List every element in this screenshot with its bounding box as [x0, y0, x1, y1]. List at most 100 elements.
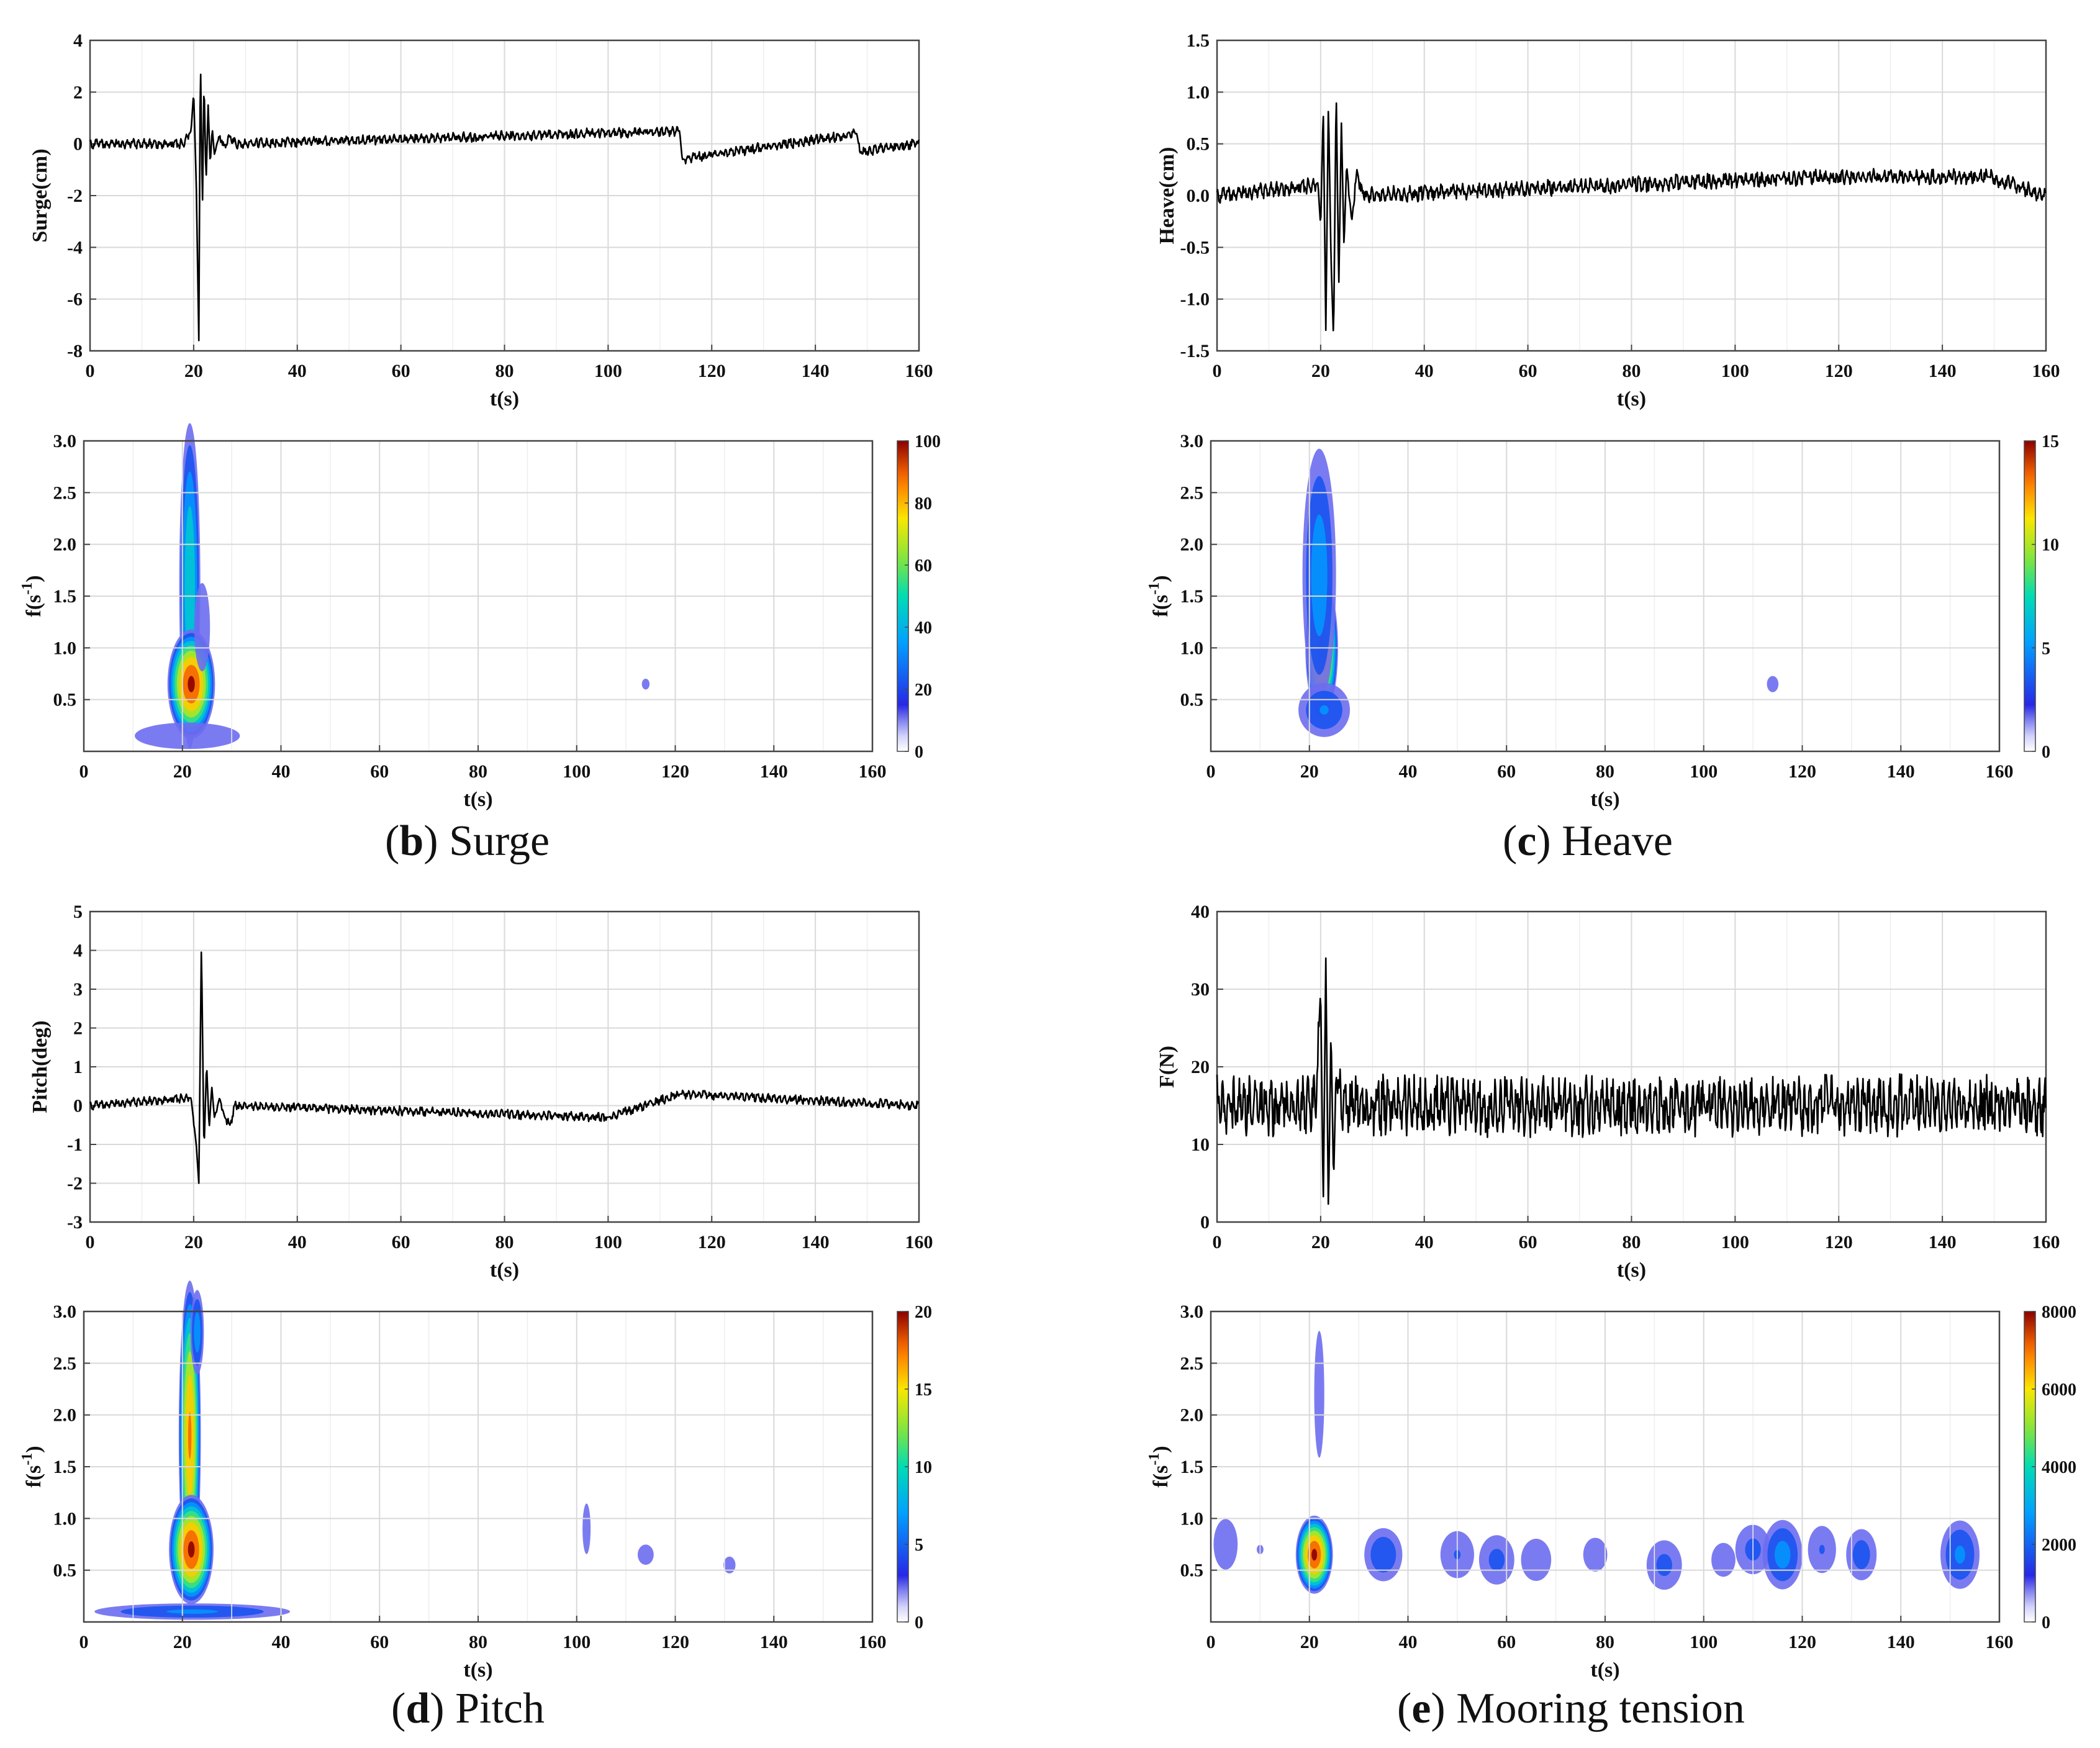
y-tick-label: 1 — [73, 1057, 83, 1077]
caption-e-letter: e — [1411, 1685, 1431, 1732]
y-tick-label: 2 — [73, 82, 83, 102]
wavelet-blob — [637, 1544, 654, 1565]
y-axis-label: f(s-1) — [19, 1446, 45, 1487]
y-tick-label: 1.0 — [1187, 82, 1210, 102]
y-tick-label: 2 — [73, 1018, 83, 1039]
y-tick-label: -1.0 — [1180, 289, 1210, 310]
x-tick-label: 0 — [79, 761, 89, 782]
wavelet-contour — [641, 678, 650, 690]
y-tick-label: 0 — [73, 134, 83, 155]
y-tick-label: 2.0 — [53, 1405, 77, 1426]
caption-b: (b) Surge — [385, 817, 550, 865]
x-tick-label: 40 — [288, 1232, 307, 1252]
x-tick-label: 20 — [173, 1632, 192, 1652]
y-tick-label: 0 — [1200, 1212, 1210, 1233]
wavelet-blob — [1213, 1519, 1238, 1570]
wavelet-contour — [1852, 1540, 1870, 1570]
x-tick-label: 20 — [184, 361, 203, 381]
y-axis-label: f(s-1) — [1146, 575, 1172, 617]
wavelet-contour — [637, 1544, 654, 1565]
chart-surge-wavelet: 0 20 40 60 80 100 120 140 160 0.5 1.0 1.5 2.0 2.5 3.0 t… — [19, 423, 941, 811]
x-tick-label: 100 — [1721, 361, 1749, 381]
chart-heave-time: 0 20 40 60 80 100 120 140 160 -1.5 -1.0 -0.5 0.0 0.5 1… — [1156, 30, 2060, 410]
x-tick-label: 40 — [272, 1632, 291, 1652]
colorbar-tick-label: 6000 — [2042, 1380, 2076, 1400]
x-tick-label: 100 — [1690, 761, 1718, 782]
y-tick-label: 0.5 — [53, 1560, 77, 1581]
wavelet-contour — [166, 1609, 219, 1614]
wavelet-contour — [184, 505, 195, 666]
y-axis-label: Heave(cm) — [1156, 147, 1179, 245]
x-tick-label: 100 — [563, 761, 591, 782]
wavelet-blob — [134, 722, 240, 749]
chart-heave-wavelet: 0 20 40 60 80 100 120 140 1600.51.01.52.02.53.0t… — [1146, 431, 2059, 811]
y-tick-label: 0.5 — [53, 690, 77, 710]
y-axis-label: f(s-1) — [1146, 1446, 1172, 1487]
y-tick-label: 1.5 — [1180, 1457, 1204, 1477]
x-tick-label: 0 — [79, 1632, 89, 1652]
x-tick-label: 40 — [1399, 761, 1418, 782]
y-axis-label-superscript: -1 — [19, 1453, 35, 1465]
wavelet-contour — [1488, 1549, 1505, 1571]
wavelet-blob — [1940, 1520, 1980, 1589]
x-tick-label: 140 — [1929, 1232, 1957, 1252]
x-tick-label: 0 — [1213, 361, 1222, 381]
x-tick-label: 60 — [1519, 361, 1537, 381]
y-tick-label: 2.5 — [53, 482, 77, 503]
colorbar-tick-label: 0 — [915, 743, 923, 762]
colorbar-tick-label: 20 — [915, 681, 932, 700]
x-tick-label: 80 — [1623, 361, 1641, 381]
caption-d-letter: d — [405, 1685, 430, 1732]
wavelet-contour — [582, 1503, 591, 1554]
x-axis-label: t(s) — [490, 387, 519, 410]
x-tick-label: 60 — [370, 761, 389, 782]
wavelet-blob — [1846, 1529, 1877, 1580]
wavelet-blob — [1711, 1542, 1736, 1577]
x-tick-label: 20 — [173, 761, 192, 782]
wavelet-contour — [1656, 1554, 1672, 1577]
x-tick-label: 20 — [1300, 1632, 1319, 1652]
series-line-pitch — [89, 951, 920, 1184]
colorbar-tick-label: 10 — [2042, 536, 2059, 555]
y-tick-label: 20 — [1191, 1057, 1210, 1077]
wavelet-blob — [1298, 682, 1351, 737]
series-line-surge — [89, 73, 920, 342]
x-tick-label: 120 — [1825, 361, 1853, 381]
y-tick-label: 40 — [1191, 902, 1210, 922]
chart-mooring-time: 0 20 40 60 80 100 120 140 160 0 10 20 30 40 t(s) F(N) — [1156, 902, 2060, 1282]
y-tick-label: -3 — [67, 1212, 83, 1233]
colorbar-tick-label: 0 — [915, 1613, 923, 1633]
colorbar — [2024, 440, 2036, 752]
wavelet-blob — [94, 1603, 291, 1620]
x-tick-label: 80 — [469, 1632, 487, 1652]
colorbar-tick-label: 0 — [2042, 1613, 2050, 1633]
x-tick-label: 60 — [370, 1632, 389, 1652]
x-tick-label: 40 — [1399, 1632, 1418, 1652]
colorbar-tick-label: 10 — [915, 1458, 932, 1477]
x-tick-label: 160 — [1986, 1632, 2014, 1652]
x-axis-label: t(s) — [1617, 387, 1646, 410]
chart-mooring-wavelet: 0 20 40 60 80 100 120 140 160 0.5 1.0 1.5 2.0 2.5 3.0 t… — [1146, 1302, 2076, 1682]
x-tick-label: 60 — [1497, 761, 1516, 782]
x-tick-label: 20 — [1300, 761, 1319, 782]
colorbar-tick-label: 2000 — [2042, 1536, 2076, 1555]
wavelet-contour — [188, 1412, 192, 1459]
wavelet-contour — [194, 582, 210, 672]
caption-c: (c) Heave — [1503, 817, 1673, 865]
x-tick-label: 160 — [1986, 761, 2014, 782]
wavelet-contour — [723, 1556, 736, 1574]
y-tick-label: -2 — [67, 1174, 83, 1194]
y-tick-label: -0.5 — [1180, 237, 1210, 258]
wavelet-contour — [1583, 1537, 1608, 1572]
y-tick-label: 2.0 — [1180, 535, 1204, 555]
x-axis-label: t(s) — [1590, 788, 1619, 811]
y-tick-label: 2.5 — [53, 1353, 77, 1374]
wavelet-contour — [1767, 676, 1779, 692]
y-tick-label: -1.5 — [1180, 341, 1210, 361]
x-tick-label: 140 — [802, 361, 830, 381]
x-tick-label: 0 — [1206, 761, 1216, 782]
caption-c-letter: c — [1517, 817, 1537, 865]
colorbar-tick-label: 15 — [2042, 432, 2059, 451]
x-tick-label: 120 — [698, 361, 726, 381]
